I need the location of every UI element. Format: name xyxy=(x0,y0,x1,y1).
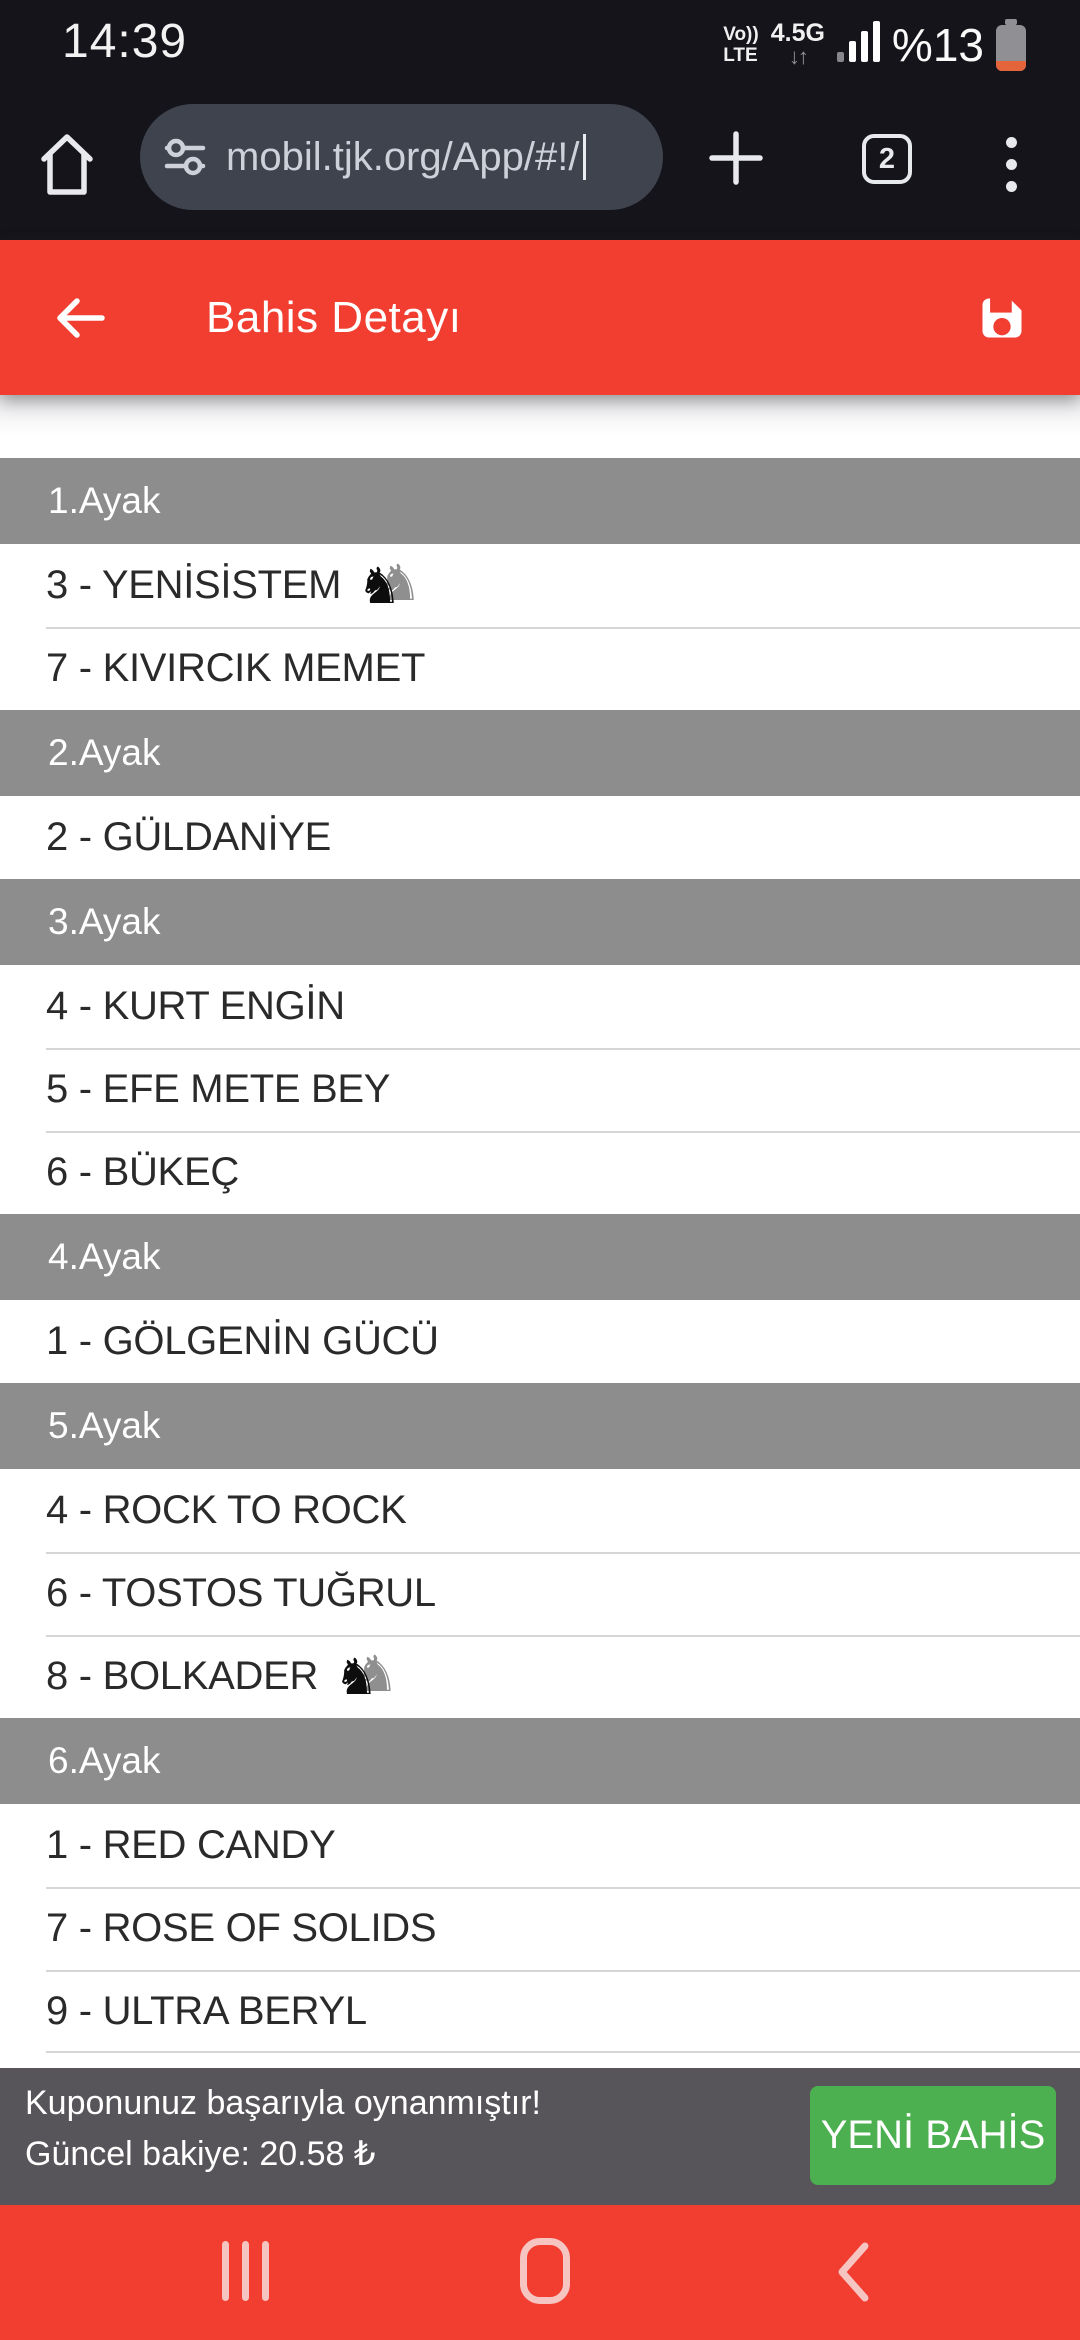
race-leg-label: 1.Ayak xyxy=(48,480,161,521)
text-cursor xyxy=(582,134,586,180)
race-leg-section: 2.Ayak 2 - GÜLDANİYE xyxy=(0,710,1080,879)
race-leg-rows: 1 - RED CANDY 7 - ROSE OF SOLIDS 9 - ULT… xyxy=(0,1804,1080,2053)
horse-row: 8 - BOLKADER ♞ ♞ xyxy=(0,1635,1080,1718)
race-leg-rows: 1 - GÖLGENİN GÜCÜ xyxy=(0,1300,1080,1383)
horse-name: 3 - YENİSİSTEM xyxy=(46,563,342,607)
horse-row: 3 - YENİSİSTEM ♞ ♞ xyxy=(0,544,1080,627)
horse-name: 2 - GÜLDANİYE xyxy=(46,815,332,859)
horse-row: 7 - KIVIRCIK MEMET xyxy=(0,627,1080,710)
race-leg-header: 2.Ayak xyxy=(0,710,1080,796)
horse-row: 7 - ROSE OF SOLIDS xyxy=(0,1887,1080,1970)
save-icon[interactable] xyxy=(976,292,1028,344)
bet-detail-list: 1.Ayak 3 - YENİSİSTEM ♞ ♞ 7 - KIVIRCIK ME… xyxy=(0,395,1080,2068)
horse-row: 4 - KURT ENGİN xyxy=(0,965,1080,1048)
race-leg-label: 5.Ayak xyxy=(48,1405,161,1446)
race-leg-label: 4.Ayak xyxy=(48,1236,161,1277)
horse-name: 4 - KURT ENGİN xyxy=(46,984,345,1028)
clock: 14:39 xyxy=(62,15,188,68)
battery-icon xyxy=(996,17,1026,73)
app-header: Bahis Detayı xyxy=(0,240,1080,395)
horse-row: 4 - ROCK TO ROCK xyxy=(0,1469,1080,1552)
home-button[interactable] xyxy=(520,2238,570,2304)
snackbar-message: Kuponunuz başarıyla oynanmıştır! xyxy=(25,2084,541,2122)
race-leg-header: 4.Ayak xyxy=(0,1214,1080,1300)
horse-name: 6 - TOSTOS TUĞRUL xyxy=(46,1571,436,1615)
volte-line1: Vo)) xyxy=(723,24,759,45)
data-activity-arrows-icon: ↓↑ xyxy=(788,44,809,69)
horse-name: 6 - BÜKEÇ xyxy=(46,1150,239,1194)
browser-home-button[interactable] xyxy=(38,132,96,198)
race-leg-rows: 4 - ROCK TO ROCK 6 - TOSTOS TUĞRUL 8 - B… xyxy=(0,1469,1080,1718)
new-tab-button[interactable] xyxy=(706,128,766,188)
browser-toolbar: mobil.tjk.org/App/#!/ 2 xyxy=(0,90,1080,240)
race-leg-section: 4.Ayak 1 - GÖLGENİN GÜCÜ xyxy=(0,1214,1080,1383)
horse-row: 2 - GÜLDANİYE xyxy=(0,796,1080,879)
race-leg-section: 1.Ayak 3 - YENİSİSTEM ♞ ♞ 7 - KIVIRCIK ME… xyxy=(0,458,1080,710)
race-leg-rows: 2 - GÜLDANİYE xyxy=(0,796,1080,879)
horse-name: 1 - RED CANDY xyxy=(46,1823,336,1867)
tab-switcher-button[interactable]: 2 xyxy=(862,134,912,184)
horse-row: 6 - BÜKEÇ xyxy=(0,1131,1080,1214)
horse-name: 4 - ROCK TO ROCK xyxy=(46,1488,407,1532)
race-leg-rows: 4 - KURT ENGİN 5 - EFE METE BEY 6 - BÜKE… xyxy=(0,965,1080,1214)
nav-back-button[interactable] xyxy=(836,2241,870,2303)
horse-head-icon: ♞ ♞ xyxy=(357,553,422,615)
race-leg-section: 3.Ayak 4 - KURT ENGİN 5 - EFE METE BEY 6… xyxy=(0,879,1080,1214)
new-bet-button-label: YENİ BAHİS xyxy=(820,2113,1046,2157)
status-bar: 14:39 Vo)) LTE 4.5G ↓↑ %13 xyxy=(0,0,1080,90)
horse-name: 5 - EFE METE BEY xyxy=(46,1067,391,1111)
balance-text: Güncel bakiye: 20.58 ₺ xyxy=(25,2135,376,2173)
race-leg-label: 3.Ayak xyxy=(48,901,161,942)
horse-name: 7 - KIVIRCIK MEMET xyxy=(46,646,426,690)
snackbar: Kuponunuz başarıyla oynanmıştır! Güncel … xyxy=(0,2068,1080,2205)
race-leg-label: 6.Ayak xyxy=(48,1740,161,1781)
horse-name: 7 - ROSE OF SOLIDS xyxy=(46,1906,437,1950)
new-bet-button[interactable]: YENİ BAHİS xyxy=(810,2086,1056,2185)
race-leg-rows: 3 - YENİSİSTEM ♞ ♞ 7 - KIVIRCIK MEMET xyxy=(0,544,1080,710)
address-bar[interactable]: mobil.tjk.org/App/#!/ xyxy=(140,104,663,210)
battery-percent-label: %13 xyxy=(891,19,984,71)
signal-strength-icon xyxy=(836,21,880,68)
horse-name: 8 - BOLKADER xyxy=(46,1654,319,1698)
volte-line2: LTE xyxy=(723,45,758,66)
horse-row: 5 - EFE METE BEY xyxy=(0,1048,1080,1131)
back-button[interactable] xyxy=(52,295,108,341)
horse-name: 9 - ULTRA BERYL xyxy=(46,1989,367,2033)
page-title: Bahis Detayı xyxy=(206,292,462,342)
horse-name: 1 - GÖLGENİN GÜCÜ xyxy=(46,1319,439,1363)
recents-button[interactable] xyxy=(222,2241,269,2301)
race-leg-section: 6.Ayak 1 - RED CANDY 7 - ROSE OF SOLIDS … xyxy=(0,1718,1080,2053)
network-type-icon: 4.5G ↓↑ xyxy=(770,19,825,69)
race-leg-header: 1.Ayak xyxy=(0,458,1080,544)
horse-row: 6 - TOSTOS TUĞRUL xyxy=(0,1552,1080,1635)
volte-icon: Vo)) LTE xyxy=(723,24,759,66)
horse-row: 9 - ULTRA BERYL xyxy=(0,1970,1080,2053)
network-type-label: 4.5G xyxy=(770,19,825,47)
browser-menu-button[interactable] xyxy=(996,126,1026,202)
race-leg-section: 5.Ayak 4 - ROCK TO ROCK 6 - TOSTOS TUĞRU… xyxy=(0,1383,1080,1718)
status-icons: Vo)) LTE 4.5G ↓↑ %13 xyxy=(723,0,1026,90)
horse-row: 1 - RED CANDY xyxy=(0,1804,1080,1887)
horse-row: 1 - GÖLGENİN GÜCÜ xyxy=(0,1300,1080,1383)
url-text[interactable]: mobil.tjk.org/App/#!/ xyxy=(226,134,580,179)
horse-head-icon: ♞ ♞ xyxy=(334,1644,399,1706)
race-leg-header: 5.Ayak xyxy=(0,1383,1080,1469)
race-leg-label: 2.Ayak xyxy=(48,732,161,773)
site-settings-icon[interactable] xyxy=(162,134,208,180)
race-leg-header: 6.Ayak xyxy=(0,1718,1080,1804)
race-leg-header: 3.Ayak xyxy=(0,879,1080,965)
tab-count: 2 xyxy=(878,142,896,175)
system-nav-bar xyxy=(0,2205,1080,2340)
